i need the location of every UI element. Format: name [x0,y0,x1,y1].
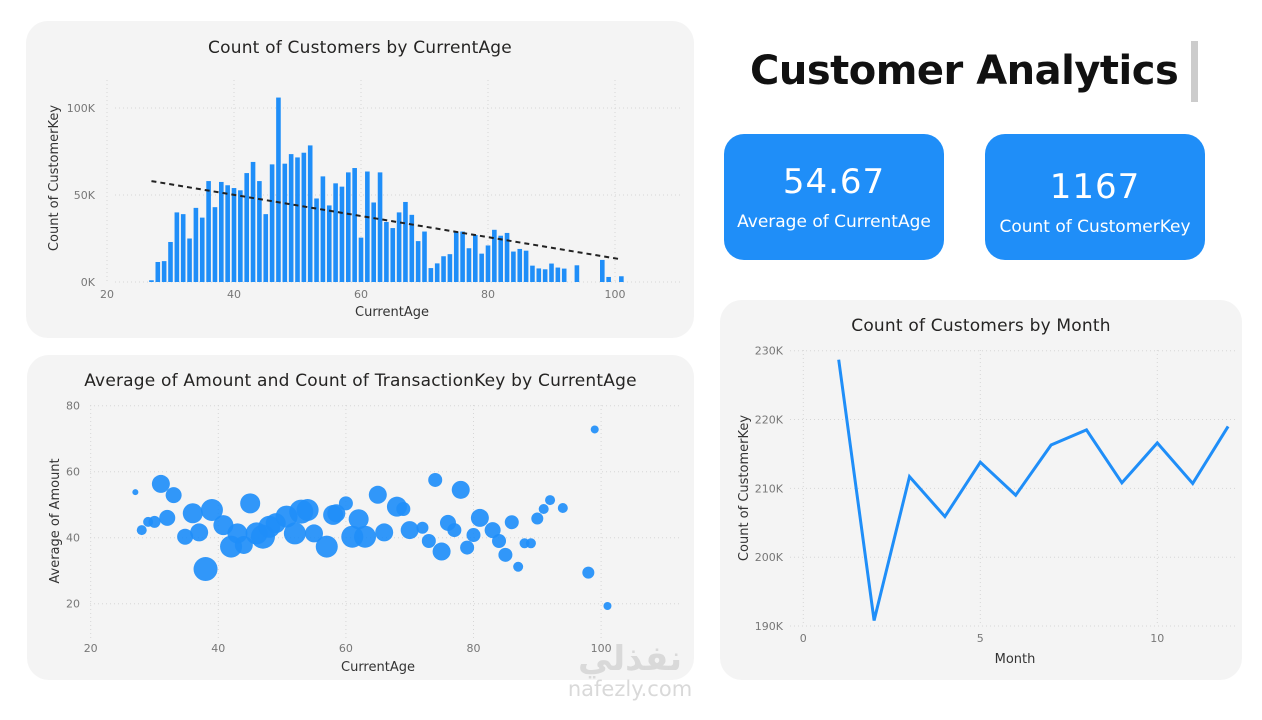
kpi-value: 1167 [1049,167,1141,207]
chart-title: Average of Amount and Count of Transacti… [84,371,637,391]
kpi-value: 54.67 [782,162,886,202]
line-panel[interactable]: Count of Customers by Month [720,300,1242,680]
kpi-label: Count of CustomerKey [999,217,1191,237]
chart-title: Count of Customers by Month [851,316,1111,336]
histogram-panel[interactable]: Count of Customers by CurrentAge [26,21,694,338]
watermark-latin: nafezly.com [567,677,693,701]
kpi-card-customer-count[interactable]: 1167 Count of CustomerKey [985,134,1205,260]
chart-title: Count of Customers by CurrentAge [208,38,512,58]
kpi-card-average-age[interactable]: 54.67 Average of CurrentAge [724,134,944,260]
kpi-label: Average of CurrentAge [737,212,931,232]
scatter-panel[interactable]: Average of Amount and Count of Transacti… [27,355,694,680]
dashboard-title: Customer Analytics [750,48,1179,94]
header-divider [1191,41,1198,102]
